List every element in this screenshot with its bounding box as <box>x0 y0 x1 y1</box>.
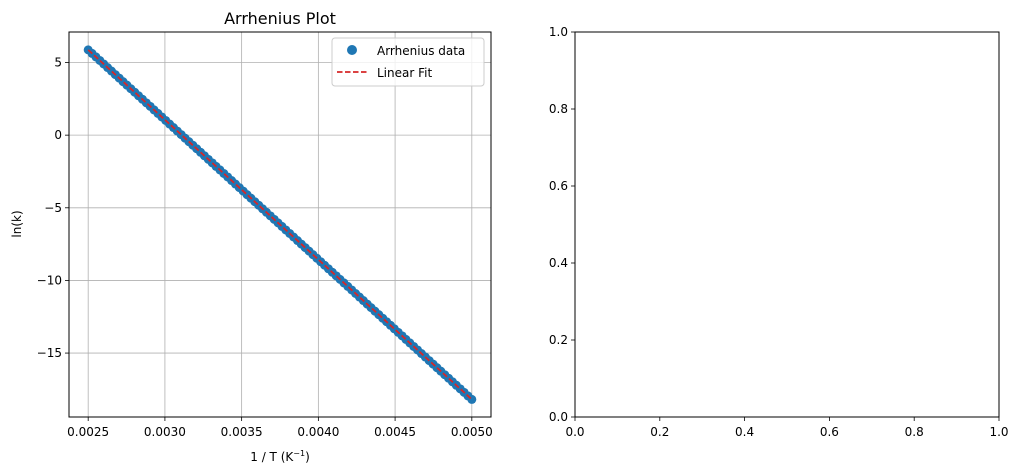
x-tick-label: 0.2 <box>650 425 669 439</box>
x-axis-ticks: 0.0 0.2 0.4 0.6 0.8 1.0 <box>565 417 1009 439</box>
x-tick-label: 0.0045 <box>374 425 416 439</box>
linear-fit-line <box>87 49 473 401</box>
y-tick-label: 0.4 <box>549 256 568 270</box>
x-tick-label: 0.6 <box>820 425 839 439</box>
legend-label-arrhenius-data: Arrhenius data <box>377 44 465 58</box>
x-tick-label: 0.0040 <box>297 425 339 439</box>
y-tick-label: 0.0 <box>549 410 568 424</box>
x-axis-label-superscript: −1 <box>293 449 305 458</box>
x-tick-label: 0.8 <box>905 425 924 439</box>
x-tick-label: 0.0050 <box>451 425 493 439</box>
y-axis-ticks: 0.0 0.2 0.4 0.6 0.8 1.0 <box>549 25 575 424</box>
axes-frame <box>68 31 492 418</box>
legend-label-linear-fit: Linear Fit <box>377 66 432 80</box>
x-axis-label-suffix: ) <box>305 450 310 464</box>
chart-title: Arrhenius Plot <box>224 9 336 28</box>
x-tick-label: 0.0035 <box>221 425 263 439</box>
y-tick-label: −15 <box>37 346 62 360</box>
y-tick-label: 0.8 <box>549 102 568 116</box>
y-tick-label: 1.0 <box>549 25 568 39</box>
axes-frame <box>574 31 1000 418</box>
x-axis-ticks: 0.0025 0.0030 0.0035 0.0040 0.0045 0.0050 <box>67 417 493 439</box>
y-tick-label: −5 <box>44 201 62 215</box>
x-tick-label: 1.0 <box>989 425 1008 439</box>
y-tick-label: 0.6 <box>549 179 568 193</box>
y-tick-label: 0 <box>54 128 62 142</box>
legend: Arrhenius data Linear Fit <box>331 37 485 87</box>
x-axis-label: 1 / T (K−1) <box>250 449 310 464</box>
x-tick-label: 0.4 <box>735 425 754 439</box>
y-tick-label: 5 <box>54 56 62 70</box>
y-axis-ticks: 5 0 −5 −10 −15 <box>37 56 69 360</box>
x-axis-label-main: 1 / T (K <box>250 450 294 464</box>
arrhenius-plot-axes: Arrhenius Plot 0.0025 0.0030 0.0035 0.0040 0… <box>10 9 493 464</box>
plot-series <box>83 45 477 404</box>
x-tick-label: 0.0 <box>565 425 584 439</box>
y-tick-label: −10 <box>37 273 62 287</box>
y-tick-label: 0.2 <box>549 333 568 347</box>
y-axis-label: ln(k) <box>10 210 24 237</box>
x-tick-label: 0.0025 <box>67 425 109 439</box>
x-tick-label: 0.0030 <box>144 425 186 439</box>
legend-box <box>331 37 485 87</box>
legend-scatter-marker <box>347 45 357 55</box>
empty-axes: 0.0 0.2 0.4 0.6 0.8 1.0 0.0 0.2 0.4 0.6 0.8 1.0 <box>549 25 1009 439</box>
